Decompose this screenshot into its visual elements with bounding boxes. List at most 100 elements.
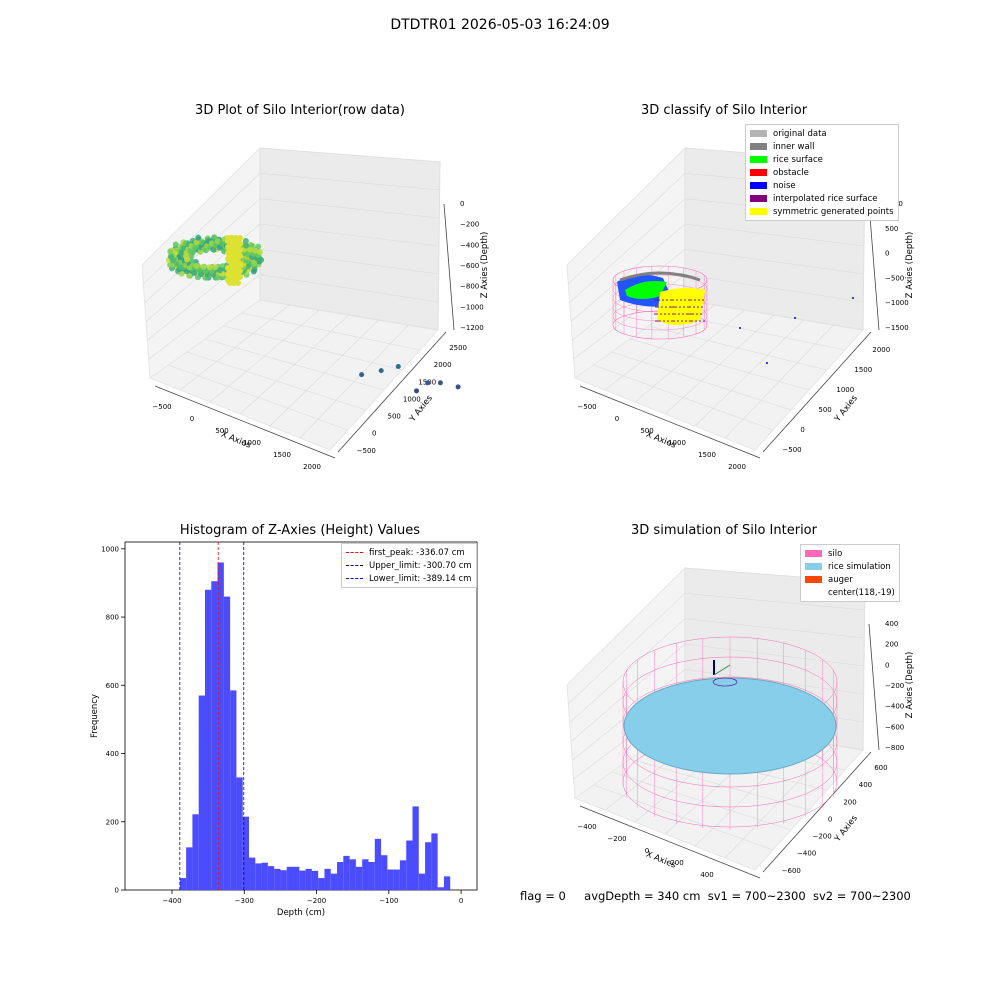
interpolated-point	[654, 299, 656, 301]
grid-line	[148, 274, 261, 360]
grid-line	[259, 249, 439, 275]
legend-label: Upper_limit: -300.70 cm	[369, 560, 472, 571]
z-tick-label: −800	[885, 744, 904, 752]
interpolated-point	[657, 320, 659, 322]
y-axis-label: Y Axies	[832, 813, 860, 845]
outlier-point	[455, 384, 461, 390]
right-back-pane	[259, 147, 441, 331]
x-tick-label: −400	[577, 823, 596, 831]
sv1-text: sv1 = 700~2300	[707, 889, 806, 903]
grid-line	[570, 223, 686, 322]
z-tick-label: −1000	[885, 299, 909, 307]
panel3-histogram: −400 −300 −200 −100 0 0 200 400 600 800 1000 Depth …	[90, 541, 478, 918]
legend-swatch	[805, 589, 822, 596]
legend-item: rice simulation	[805, 560, 895, 573]
histogram-bar	[299, 870, 306, 890]
histogram-bar	[255, 863, 262, 890]
z-tick-label: −600	[885, 723, 904, 731]
y-tick-label: 0	[828, 815, 832, 823]
histogram-bar	[211, 581, 218, 890]
z-tick-label: −500	[885, 274, 904, 282]
outlier-point	[359, 372, 365, 378]
interpolated-point	[672, 313, 674, 315]
x-tick-label: 2000	[728, 463, 746, 471]
data-point	[256, 249, 263, 256]
legend-label: center(118,-19)	[828, 587, 895, 598]
auger-base	[712, 677, 738, 687]
legend-item: inner wall	[750, 140, 894, 153]
x-tick-label: 0	[459, 897, 463, 905]
z-tick-label: −800	[460, 283, 479, 291]
grid-line	[569, 618, 686, 723]
x-tick-label: −200	[607, 835, 626, 843]
y-tick-label: 2000	[872, 346, 890, 354]
x-tick-label: 2000	[303, 463, 321, 471]
y-tick-label: 1000	[101, 545, 119, 553]
grid-line	[143, 173, 261, 285]
grid-line	[568, 173, 686, 285]
interpolated-point	[692, 313, 694, 315]
data-point	[217, 267, 223, 274]
interpolated-point	[672, 299, 674, 301]
interpolated-point	[667, 320, 669, 322]
interpolated-point	[655, 320, 657, 322]
interpolated-point	[702, 299, 704, 301]
interpolated-point	[660, 313, 662, 315]
x-axis-line	[579, 805, 761, 879]
histogram-bar	[261, 862, 268, 890]
z-tick-label: 200	[885, 641, 898, 649]
z-tick-label: 0	[460, 200, 464, 208]
legend-label: original data	[773, 128, 827, 139]
panel2-title: 3D classify of Silo Interior	[640, 103, 808, 118]
data-point	[237, 262, 243, 268]
y-axis-line	[337, 331, 447, 453]
z-tick-label: −400	[460, 241, 479, 249]
legend-swatch	[750, 130, 767, 137]
panel1-3d-scatter: −5000500100015002000−5000500100015002000…	[141, 146, 490, 471]
histogram-bar	[406, 840, 413, 890]
histogram-bar	[179, 878, 187, 890]
outlier-point	[425, 380, 431, 386]
histogram-bar	[223, 596, 231, 890]
z-axis-line	[443, 203, 455, 331]
x-tick-label: 200	[670, 859, 683, 867]
histogram-bar	[324, 868, 331, 890]
z-tick-label: 0	[885, 250, 889, 258]
grid-line	[568, 593, 686, 705]
data-point	[250, 268, 257, 275]
noise-point	[766, 362, 768, 364]
y-tick-label: 600	[874, 764, 887, 772]
interpolated-point	[654, 313, 656, 315]
data-point	[167, 253, 174, 260]
interpolated-point	[695, 320, 697, 322]
interpolated-point	[689, 320, 691, 322]
grid-line	[569, 198, 686, 303]
interpolated-point	[688, 313, 690, 315]
interpolated-point	[670, 299, 672, 301]
legend-swatch	[750, 143, 767, 150]
data-point	[214, 274, 221, 281]
flag-text: flag = 0	[520, 889, 566, 903]
x-tick-label: 0	[615, 415, 619, 423]
data-point	[237, 268, 243, 274]
panel4-legend: silo rice simulation auger center(118,-1…	[800, 544, 900, 602]
interpolated-point	[685, 320, 687, 322]
y-axis-label: Y Axies	[832, 393, 860, 425]
interpolated-point	[703, 320, 705, 322]
interpolated-point	[671, 306, 673, 308]
histogram-bar	[381, 855, 388, 890]
legend-item: first_peak: -336.07 cm	[346, 546, 472, 559]
z-tick-label: −600	[460, 262, 479, 270]
histogram-bar	[399, 860, 407, 890]
grid-line	[259, 198, 440, 219]
histogram-bar	[374, 838, 382, 890]
legend-item: noise	[750, 179, 894, 192]
y-tick-label: 1500	[854, 366, 872, 374]
y-tick-label: 500	[387, 413, 400, 421]
x-tick-label: 500	[215, 427, 228, 435]
z-axis-label: Z Axies (Depth)	[480, 232, 490, 299]
legend-label: rice surface	[773, 154, 823, 165]
legend-swatch	[805, 550, 822, 557]
data-point	[258, 257, 265, 263]
legend-label: inner wall	[773, 141, 815, 152]
